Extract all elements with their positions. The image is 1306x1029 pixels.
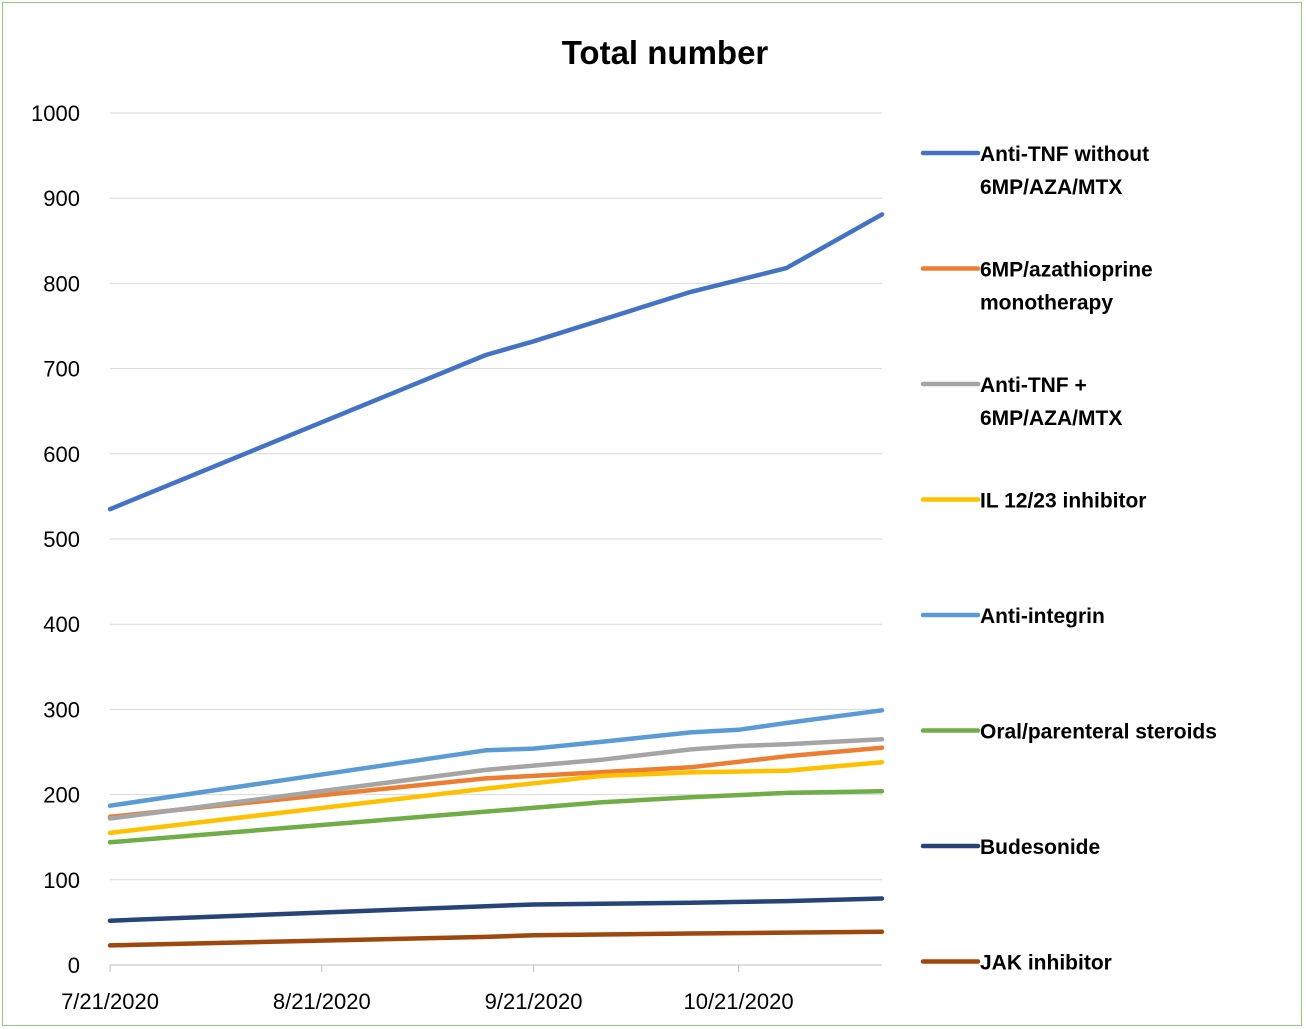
series-line-0 xyxy=(107,212,885,512)
y-tick-label: 500 xyxy=(43,527,80,552)
y-tick-label: 1000 xyxy=(31,101,80,126)
y-tick-label: 600 xyxy=(43,442,80,467)
legend-label: 6MP/azathioprine xyxy=(980,259,1153,282)
gridlines xyxy=(110,112,882,881)
y-tick-label: 800 xyxy=(43,271,80,296)
legend-label: Budesonide xyxy=(980,836,1100,859)
series-line-4 xyxy=(107,708,885,808)
legend-label: JAK inhibitor xyxy=(980,952,1112,975)
legend-label: Anti-TNF without xyxy=(980,143,1149,166)
legend-item: Anti-TNF + 6MP/AZA/MTX xyxy=(920,374,1122,430)
x-tick-label: 9/21/2020 xyxy=(485,989,583,1014)
legend-label: 6MP/AZA/MTX xyxy=(980,407,1122,430)
x-tick-label: 7/21/2020 xyxy=(61,989,159,1014)
y-tick-label: 700 xyxy=(43,357,80,382)
y-tick-label: 0 xyxy=(68,953,80,978)
legend-item: JAK inhibitor xyxy=(920,952,1112,975)
legend-item: Anti-integrin xyxy=(920,605,1105,628)
chart-title: Total number xyxy=(561,34,769,71)
x-tick-label: 8/21/2020 xyxy=(273,989,371,1014)
y-tick-label: 400 xyxy=(43,612,80,637)
legend-label: Oral/parenteral steroids xyxy=(980,721,1217,744)
legend-label: IL 12/23 inhibitor xyxy=(980,490,1146,513)
series-line-5 xyxy=(107,788,885,845)
legend-item: 6MP/azathioprine monotherapy xyxy=(920,259,1153,315)
series-line-2 xyxy=(107,736,885,821)
legend-item: Anti-TNF without 6MP/AZA/MTX xyxy=(920,143,1149,199)
legend-item: Oral/parenteral steroids xyxy=(920,721,1217,744)
series-line-1 xyxy=(107,745,885,820)
series-line-6 xyxy=(107,896,885,923)
x-tick-label: 10/21/2020 xyxy=(683,989,793,1014)
legend-label: 6MP/AZA/MTX xyxy=(980,176,1122,199)
series-line-7 xyxy=(107,929,885,948)
series-lines xyxy=(107,212,885,948)
legend-item: Budesonide xyxy=(920,836,1100,859)
y-tick-label: 200 xyxy=(43,783,80,808)
y-tick-label: 900 xyxy=(43,186,80,211)
axes: 0 100 200 300 400 500 600 700 800 900 1000 7/21/202… xyxy=(31,101,882,1014)
series-line-3 xyxy=(107,759,885,836)
legend: Anti-TNF without 6MP/AZA/MTX 6MP/azathiopr… xyxy=(920,143,1217,975)
y-tick-label: 100 xyxy=(43,868,80,893)
legend-item: IL 12/23 inhibitor xyxy=(920,490,1146,513)
legend-label: monotherapy xyxy=(980,292,1113,315)
legend-label: Anti-integrin xyxy=(980,605,1105,628)
legend-label: Anti-TNF + xyxy=(980,374,1087,397)
y-tick-label: 300 xyxy=(43,697,80,722)
